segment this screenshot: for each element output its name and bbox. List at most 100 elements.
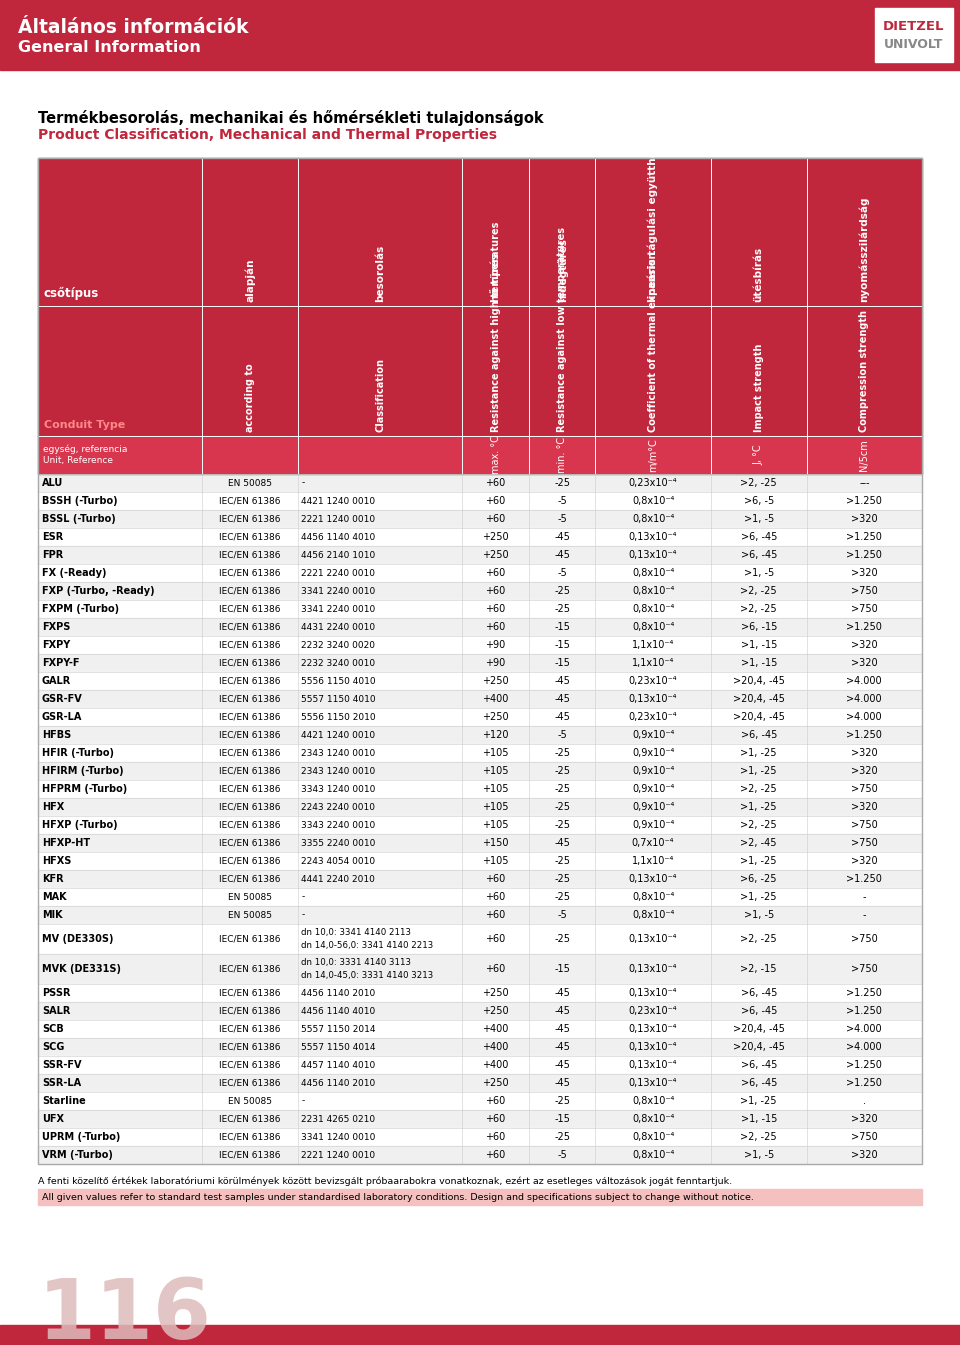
Text: lineáris tágulási együttható: lineáris tágulási együttható <box>648 139 659 303</box>
Text: >4.000: >4.000 <box>847 677 882 686</box>
Bar <box>38 1110 922 1128</box>
Text: -15: -15 <box>554 621 570 632</box>
Text: >750: >750 <box>851 604 877 615</box>
Text: >320: >320 <box>851 855 877 866</box>
Text: +60: +60 <box>486 477 506 488</box>
Text: >320: >320 <box>851 1114 877 1124</box>
Text: -25: -25 <box>554 874 570 884</box>
Text: IEC/EN 61386: IEC/EN 61386 <box>220 515 281 523</box>
Text: csőtípus: csőtípus <box>44 286 99 300</box>
Text: IEC/EN 61386: IEC/EN 61386 <box>220 1060 281 1069</box>
Text: BSSH (-Turbo): BSSH (-Turbo) <box>42 496 118 506</box>
Text: 0,13x10⁻⁴: 0,13x10⁻⁴ <box>629 1060 678 1071</box>
Text: IEC/EN 61386: IEC/EN 61386 <box>220 749 281 757</box>
Text: IEC/EN 61386: IEC/EN 61386 <box>220 964 281 974</box>
Text: >1, -15: >1, -15 <box>740 658 777 668</box>
Text: 0,8x10⁻⁴: 0,8x10⁻⁴ <box>632 911 674 920</box>
Text: IEC/EN 61386: IEC/EN 61386 <box>220 874 281 884</box>
Text: Unit, Reference: Unit, Reference <box>43 456 113 465</box>
Text: SCG: SCG <box>42 1042 64 1052</box>
Text: +60: +60 <box>486 586 506 596</box>
Text: IEC/EN 61386: IEC/EN 61386 <box>220 533 281 542</box>
Text: >2, -25: >2, -25 <box>740 586 777 596</box>
Bar <box>38 582 922 600</box>
Text: 0,8x10⁻⁴: 0,8x10⁻⁴ <box>632 604 674 615</box>
Text: besorolás: besorolás <box>375 245 385 303</box>
Text: -: - <box>301 1096 304 1106</box>
Bar <box>38 744 922 763</box>
Text: >320: >320 <box>851 767 877 776</box>
Text: Product Classification, Mechanical and Thermal Properties: Product Classification, Mechanical and T… <box>38 128 497 143</box>
Bar <box>38 1056 922 1075</box>
Text: 2232 3240 0020: 2232 3240 0020 <box>301 640 375 650</box>
Text: IEC/EN 61386: IEC/EN 61386 <box>220 838 281 847</box>
Text: 2221 1240 0010: 2221 1240 0010 <box>301 515 375 523</box>
Text: 2343 1240 0010: 2343 1240 0010 <box>301 767 375 776</box>
Text: IEC/EN 61386: IEC/EN 61386 <box>220 767 281 776</box>
Bar <box>38 1189 922 1205</box>
Text: -15: -15 <box>554 1114 570 1124</box>
Text: -25: -25 <box>554 802 570 812</box>
Text: +60: +60 <box>486 911 506 920</box>
Text: IEC/EN 61386: IEC/EN 61386 <box>220 820 281 830</box>
Text: 0,7x10⁻⁴: 0,7x10⁻⁴ <box>632 838 674 847</box>
Text: ütésbírás: ütésbírás <box>754 247 764 303</box>
Text: >1, -5: >1, -5 <box>744 568 774 578</box>
Text: >6, -15: >6, -15 <box>740 621 777 632</box>
Text: 5557 1150 2014: 5557 1150 2014 <box>301 1025 375 1033</box>
Bar <box>38 907 922 924</box>
Text: SALR: SALR <box>42 1006 70 1015</box>
Text: 0,8x10⁻⁴: 0,8x10⁻⁴ <box>632 586 674 596</box>
Text: VRM (-Turbo): VRM (-Turbo) <box>42 1150 113 1159</box>
Text: -: - <box>301 893 304 901</box>
Bar <box>38 798 922 816</box>
Text: 4456 1140 2010: 4456 1140 2010 <box>301 1079 375 1088</box>
Text: 0,9x10⁻⁴: 0,9x10⁻⁴ <box>632 730 674 740</box>
Text: -25: -25 <box>554 855 570 866</box>
Text: 4421 1240 0010: 4421 1240 0010 <box>301 730 375 740</box>
Text: >4.000: >4.000 <box>847 712 882 722</box>
Text: HFPRM (-Turbo): HFPRM (-Turbo) <box>42 784 128 794</box>
Text: -5: -5 <box>557 568 567 578</box>
Text: >2, -15: >2, -15 <box>740 964 777 974</box>
Text: >1, -5: >1, -5 <box>744 514 774 525</box>
Text: >1, -25: >1, -25 <box>740 802 777 812</box>
Text: Általános információk: Általános információk <box>18 17 249 38</box>
Text: 3343 1240 0010: 3343 1240 0010 <box>301 784 375 794</box>
Text: IEC/EN 61386: IEC/EN 61386 <box>220 989 281 998</box>
Text: IEC/EN 61386: IEC/EN 61386 <box>220 550 281 560</box>
Text: >2, -25: >2, -25 <box>740 820 777 830</box>
Text: 0,8x10⁻⁴: 0,8x10⁻⁴ <box>632 1150 674 1159</box>
Text: HFXP (-Turbo): HFXP (-Turbo) <box>42 820 118 830</box>
Text: ---: --- <box>859 477 870 488</box>
Text: -25: -25 <box>554 1132 570 1142</box>
Bar <box>38 870 922 888</box>
Bar <box>38 546 922 564</box>
Text: IEC/EN 61386: IEC/EN 61386 <box>220 586 281 596</box>
Text: IEC/EN 61386: IEC/EN 61386 <box>220 784 281 794</box>
Bar <box>38 307 922 436</box>
Text: +400: +400 <box>483 1024 509 1034</box>
Text: >1, -15: >1, -15 <box>740 1114 777 1124</box>
Text: IEC/EN 61386: IEC/EN 61386 <box>220 1115 281 1123</box>
Text: >1.250: >1.250 <box>847 989 882 998</box>
Text: +60: +60 <box>486 604 506 615</box>
Text: hidegtűrés: hidegtűrés <box>557 238 567 303</box>
Text: 4421 1240 0010: 4421 1240 0010 <box>301 496 375 506</box>
Text: 0,8x10⁻⁴: 0,8x10⁻⁴ <box>632 568 674 578</box>
Text: Impact strength: Impact strength <box>754 343 764 432</box>
Text: >1, -15: >1, -15 <box>740 640 777 650</box>
Text: >320: >320 <box>851 1150 877 1159</box>
Text: 0,8x10⁻⁴: 0,8x10⁻⁴ <box>632 621 674 632</box>
Text: 0,8x10⁻⁴: 0,8x10⁻⁴ <box>632 892 674 902</box>
Text: >2, -25: >2, -25 <box>740 933 777 944</box>
Text: >1.250: >1.250 <box>847 550 882 560</box>
Text: N/5cm: N/5cm <box>859 438 870 471</box>
Text: +60: +60 <box>486 496 506 506</box>
Text: FXPY-F: FXPY-F <box>42 658 80 668</box>
Bar <box>875 8 953 62</box>
Bar <box>38 473 922 492</box>
Text: 0,13x10⁻⁴: 0,13x10⁻⁴ <box>629 1042 678 1052</box>
Text: 0,9x10⁻⁴: 0,9x10⁻⁴ <box>632 802 674 812</box>
Text: 2221 2240 0010: 2221 2240 0010 <box>301 569 375 577</box>
